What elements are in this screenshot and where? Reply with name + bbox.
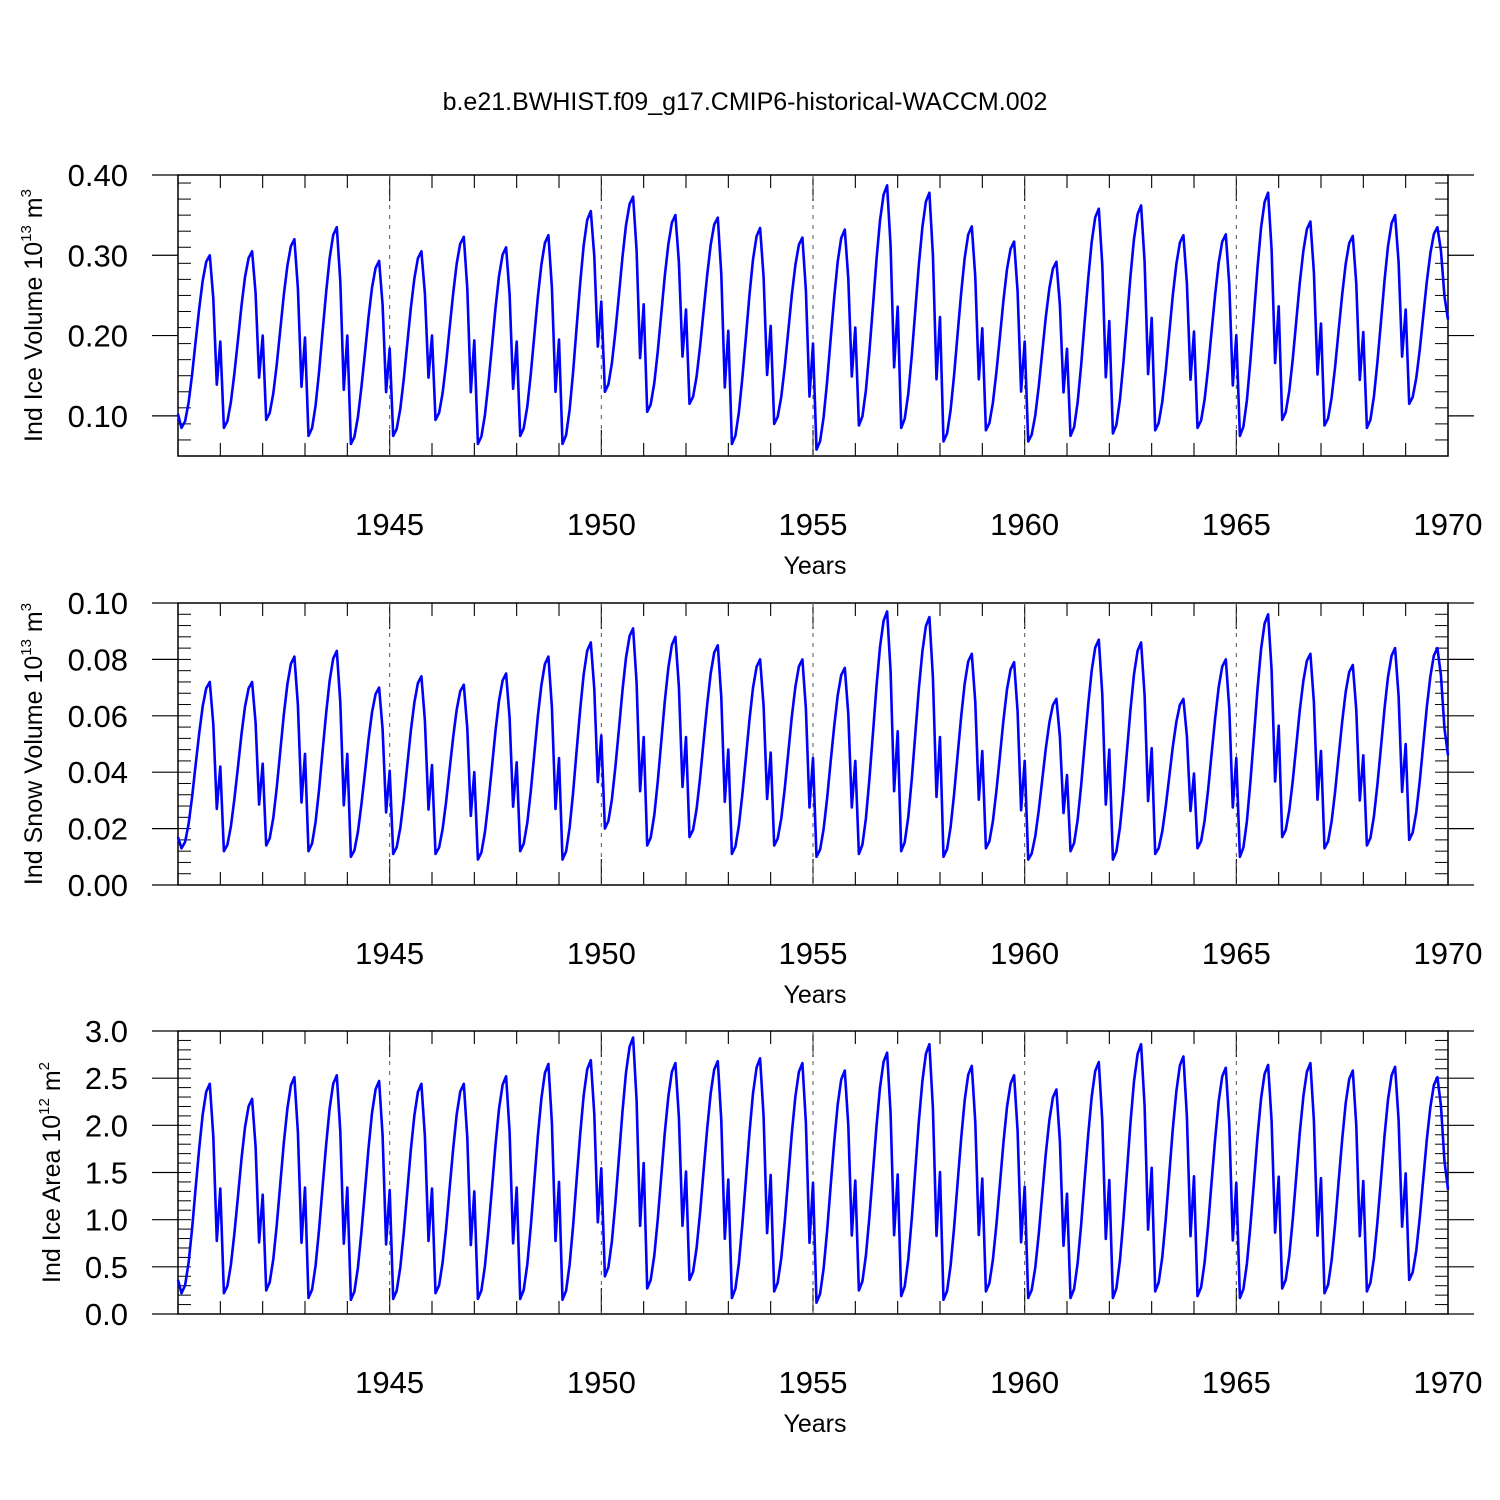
ice-volume-xtick-label: 1950 (567, 507, 636, 542)
snow-volume-ytick-label: 0.04 (68, 755, 128, 790)
ice-area-xtick-label: 1955 (779, 1365, 848, 1400)
ice-volume-ytick-label: 0.10 (68, 399, 128, 434)
snow-volume-xtick-label: 1965 (1202, 936, 1271, 971)
snow-volume-xtick-label: 1960 (990, 936, 1059, 971)
snow-volume-xtick-label: 1955 (779, 936, 848, 971)
snow-volume-ylabel-main: Ind Snow Volume 10 (20, 656, 48, 885)
snow-volume-xtick-label: 1945 (355, 936, 424, 971)
ice-area-ytick-label: 0.5 (85, 1250, 128, 1285)
ice-volume-xtick-label: 1970 (1414, 507, 1483, 542)
ice-area-ytick-label: 0.0 (85, 1297, 128, 1332)
ice-volume-ylabel-exp: 13 (18, 225, 35, 242)
ice-area-xtick-label: 1950 (567, 1365, 636, 1400)
ice-volume-series-line (176, 184, 1450, 451)
ice-area-ytick-label: 1.0 (85, 1203, 128, 1238)
ice-area-ylabel: Ind Ice Area 1012 m2 (36, 1062, 66, 1283)
ice-volume-ylabel-unit: m (20, 197, 48, 225)
ice-area-xtick-label: 1970 (1414, 1365, 1483, 1400)
ice-area-ytick-label: 2.0 (85, 1108, 128, 1143)
ice-volume-ylabel: Ind Ice Volume 1013 m3 (18, 189, 48, 442)
snow-volume-ytick-label: 0.10 (68, 586, 128, 621)
ice-area-ytick-label: 3.0 (85, 1014, 128, 1049)
ice-area-ylabel-main: Ind Ice Area 10 (38, 1115, 66, 1283)
ice-area-ylabel-unit: m (38, 1070, 66, 1098)
ice-volume-ytick-label: 0.20 (68, 319, 128, 354)
ice-volume-xtick-label: 1960 (990, 507, 1059, 542)
snow-volume-series-line (176, 610, 1450, 861)
snow-volume-ytick-label: 0.00 (68, 868, 128, 903)
snow-volume-ytick-label: 0.02 (68, 812, 128, 847)
ice-volume-xtick-label: 1965 (1202, 507, 1271, 542)
snow-volume-ylabel: Ind Snow Volume 1013 m3 (18, 603, 48, 885)
ice-area-ylabel-unit-exp: 2 (36, 1062, 53, 1070)
snow-volume-ylabel-exp: 13 (18, 639, 35, 656)
ice-area-xtick-label: 1965 (1202, 1365, 1271, 1400)
ice-area-ytick-label: 2.5 (85, 1061, 128, 1096)
ice-area-ytick-label: 1.5 (85, 1156, 128, 1191)
snow-volume-ytick-label: 0.08 (68, 642, 128, 677)
snow-volume-ytick-label: 0.06 (68, 699, 128, 734)
ice-volume-panel: 0.10 0.20 0.30 0.40 1945 1950 1955 1960 1965 1970… (18, 158, 1482, 580)
ice-volume-ylabel-main: Ind Ice Volume 10 (20, 242, 48, 442)
ice-volume-xlabel: Years (783, 552, 846, 580)
ice-volume-xtick-label: 1955 (779, 507, 848, 542)
snow-volume-xlabel: Years (783, 981, 846, 1009)
ice-volume-ytick-label: 0.40 (68, 158, 128, 193)
chart-title: b.e21.BWHIST.f09_g17.CMIP6-historical-WA… (443, 88, 1048, 116)
ice-area-xtick-label: 1960 (990, 1365, 1059, 1400)
snow-volume-ylabel-unit: m (20, 611, 48, 639)
snow-volume-xtick-label: 1970 (1414, 936, 1483, 971)
ice-area-panel: 0.0 0.5 1.0 1.5 2.0 2.5 3.0 1945 1950 1955 1960 196… (36, 1014, 1482, 1438)
ice-area-xlabel: Years (783, 1410, 846, 1438)
snow-volume-ylabel-unit-exp: 3 (18, 603, 35, 611)
ice-volume-ylabel-unit-exp: 3 (18, 189, 35, 197)
snow-volume-xtick-label: 1950 (567, 936, 636, 971)
ice-area-series-line (176, 1036, 1450, 1304)
ice-volume-xtick-label: 1945 (355, 507, 424, 542)
ice-area-ylabel-exp: 12 (36, 1098, 53, 1115)
ice-volume-ytick-label: 0.30 (68, 238, 128, 273)
snow-volume-panel: 0.00 0.02 0.04 0.06 0.08 0.10 1945 1950 1955 1960… (18, 586, 1482, 1009)
ice-area-xtick-label: 1945 (355, 1365, 424, 1400)
